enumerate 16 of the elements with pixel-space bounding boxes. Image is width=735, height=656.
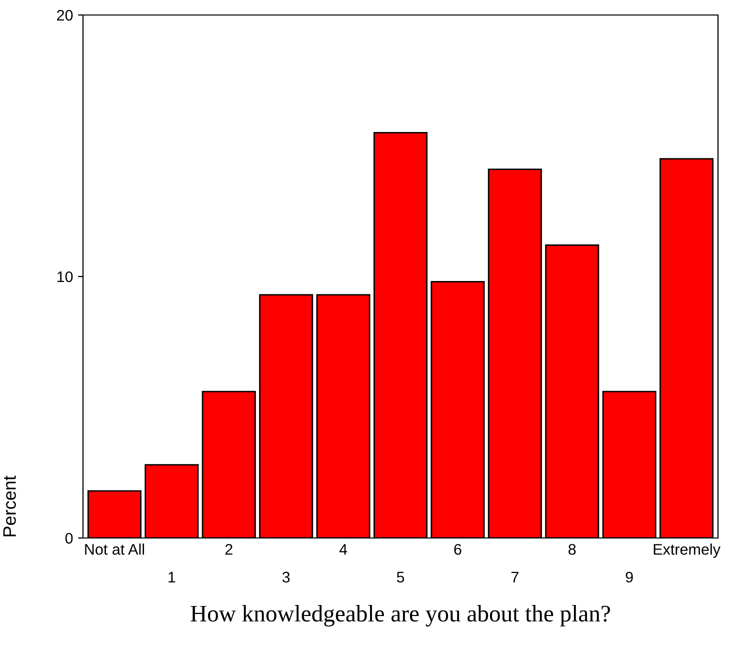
- x-tick-label: 2: [225, 544, 232, 555]
- x-tick-label: 8: [568, 544, 576, 555]
- x-tick-label: 5: [396, 572, 404, 583]
- x-tick-label: 1: [168, 572, 176, 582]
- x-tick-label: 4: [339, 544, 348, 555]
- x-tick-label: Extremely: [654, 544, 720, 558]
- y-tick-label: 0: [65, 532, 73, 544]
- x-tick-label: 9: [626, 572, 633, 583]
- x-axis-title: How knowledgeable are you about the plan?: [190, 605, 610, 626]
- x-tick-label: Not at All: [85, 544, 144, 555]
- y-tick-label: 20: [57, 10, 73, 21]
- x-tick-label: 7: [511, 572, 518, 582]
- x-tick-label: 6: [454, 544, 462, 555]
- y-tick-label: 10: [57, 271, 73, 282]
- x-tick-label: 3: [282, 572, 290, 583]
- y-axis-title: Percent: [3, 476, 16, 536]
